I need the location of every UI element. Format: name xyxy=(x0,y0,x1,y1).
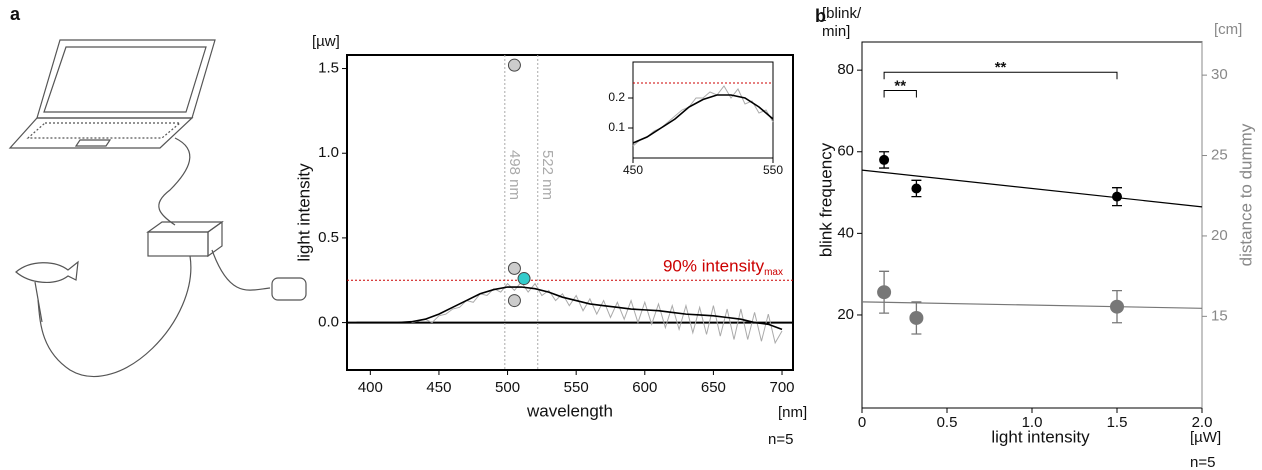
y-tick-label: 60 xyxy=(837,143,854,160)
panel-label: a xyxy=(10,4,21,24)
setup-illustration xyxy=(8,39,307,377)
spectrum-line xyxy=(411,281,783,345)
cable xyxy=(37,255,192,377)
y2-axis-unit: [cm] xyxy=(1214,21,1242,38)
marker xyxy=(909,310,924,325)
marker xyxy=(507,294,521,308)
y-tick-label: 0.1 xyxy=(608,120,625,134)
laptop-base xyxy=(8,117,194,149)
reference-label: 522 nm xyxy=(539,150,556,200)
cable xyxy=(211,249,271,291)
cable xyxy=(158,137,191,226)
y2-tick-label: 30 xyxy=(1211,66,1228,83)
fit-line xyxy=(861,169,1203,208)
y2-tick-label: 20 xyxy=(1211,227,1228,244)
x-tick-label: 550 xyxy=(763,163,783,177)
y-tick-label: 0.0 xyxy=(318,314,339,331)
significance-bracket xyxy=(883,90,917,98)
laptop-touchpad xyxy=(74,139,112,147)
marker xyxy=(911,183,922,194)
threshold-label-sub: max xyxy=(764,267,783,278)
y-tick-label: 20 xyxy=(837,306,854,323)
x-tick-label: 650 xyxy=(701,379,726,396)
y-axis-label: light intensity xyxy=(294,163,313,262)
x-axis-label: light intensity xyxy=(991,427,1090,446)
x-axis-unit: [nm] xyxy=(778,404,807,421)
y2-tick-label: 25 xyxy=(1211,146,1228,163)
x-tick-label: 0 xyxy=(858,414,866,431)
x-tick-label: 0.5 xyxy=(937,414,958,431)
y-tick-label: 1.5 xyxy=(318,60,339,77)
marker xyxy=(1112,191,1122,202)
marker xyxy=(879,154,890,165)
spectrometer-front xyxy=(147,231,209,257)
spectrometer-side xyxy=(207,220,223,258)
reference-label: 498 nm xyxy=(506,150,523,200)
laptop-keyboard xyxy=(26,122,182,139)
y-axis-unit: [blink/ xyxy=(822,5,862,22)
x-tick-label: 550 xyxy=(564,379,589,396)
laptop-display xyxy=(43,46,207,113)
panel-label: b xyxy=(815,6,826,26)
x-axis-unit: [µW] xyxy=(1190,429,1221,446)
x-tick-label: 2.0 xyxy=(1192,414,1213,431)
spectrum-line xyxy=(632,94,774,144)
spectrum-line xyxy=(356,286,783,331)
x-tick-label: 1.0 xyxy=(1022,414,1043,431)
plot-frame xyxy=(861,41,1203,409)
significance-label: ** xyxy=(995,59,1007,76)
light-source xyxy=(271,277,307,301)
y-tick-label: 40 xyxy=(837,224,854,241)
x-tick-label: 400 xyxy=(358,379,383,396)
y2-tick-label: 15 xyxy=(1211,307,1228,324)
plot-frame xyxy=(632,61,774,159)
x-tick-label: 450 xyxy=(623,163,643,177)
x-tick-label: 500 xyxy=(495,379,520,396)
marker xyxy=(517,272,531,286)
threshold-label: 90% intensitymax xyxy=(663,257,783,278)
x-tick-label: 600 xyxy=(632,379,657,396)
sample-size: n=5 xyxy=(768,431,793,448)
y2-axis-label: distance to dummy xyxy=(1236,123,1255,266)
spectrum-line xyxy=(632,85,774,147)
marker xyxy=(507,58,521,72)
x-axis-label: wavelength xyxy=(526,401,613,420)
fish xyxy=(15,260,79,283)
y-tick-label: 0.2 xyxy=(608,90,625,104)
x-tick-label: 700 xyxy=(770,379,795,396)
significance-bracket xyxy=(883,71,1118,80)
y-axis-unit: min] xyxy=(822,23,850,40)
y-tick-label: 0.5 xyxy=(318,229,339,246)
marker xyxy=(507,261,521,275)
y-axis-label: blink frequency xyxy=(816,142,835,257)
y-tick-label: 80 xyxy=(837,61,854,78)
probe xyxy=(34,281,43,323)
y-axis-unit: [µw] xyxy=(312,33,340,50)
x-tick-label: 1.5 xyxy=(1107,414,1128,431)
x-tick-label: 450 xyxy=(426,379,451,396)
sample-size: n=5 xyxy=(1190,454,1215,470)
marker xyxy=(877,285,892,300)
y-tick-label: 1.0 xyxy=(318,144,339,161)
marker xyxy=(1110,299,1124,314)
significance-label: ** xyxy=(894,78,906,95)
fit-line xyxy=(861,301,1203,309)
